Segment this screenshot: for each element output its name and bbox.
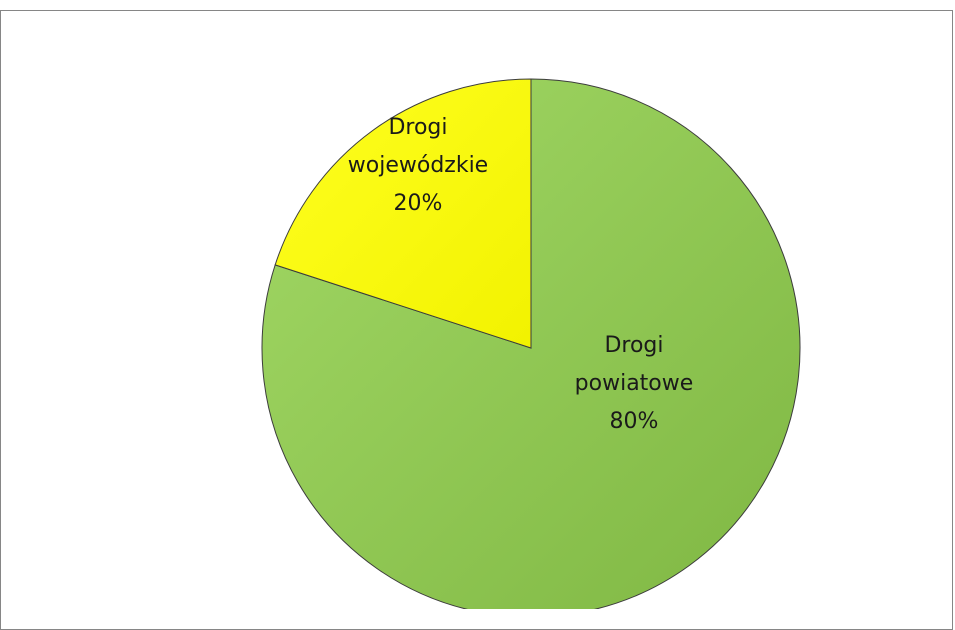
pie-chart: Drogi powiatowe 80% Drogi wojewódzkie 20%: [261, 78, 801, 609]
slice-label-line: Drogi: [604, 333, 663, 358]
pie-slice-drogi-wojewodzkie: [274, 78, 532, 349]
pie-slices: [261, 78, 801, 609]
slice-label-line: 80%: [610, 409, 659, 434]
slice-label-line: 20%: [394, 191, 443, 216]
slice-label-drogi-wojewodzkie: Drogi wojewódzkie 20%: [348, 115, 488, 216]
slice-label-line: powiatowe: [575, 371, 694, 396]
slice-label-line: Drogi: [388, 115, 447, 140]
slice-label-line: wojewódzkie: [348, 153, 488, 178]
pie-labels: Drogi powiatowe 80% Drogi wojewódzkie 20%: [348, 115, 694, 434]
slice-label-drogi-powiatowe: Drogi powiatowe 80%: [575, 333, 694, 434]
